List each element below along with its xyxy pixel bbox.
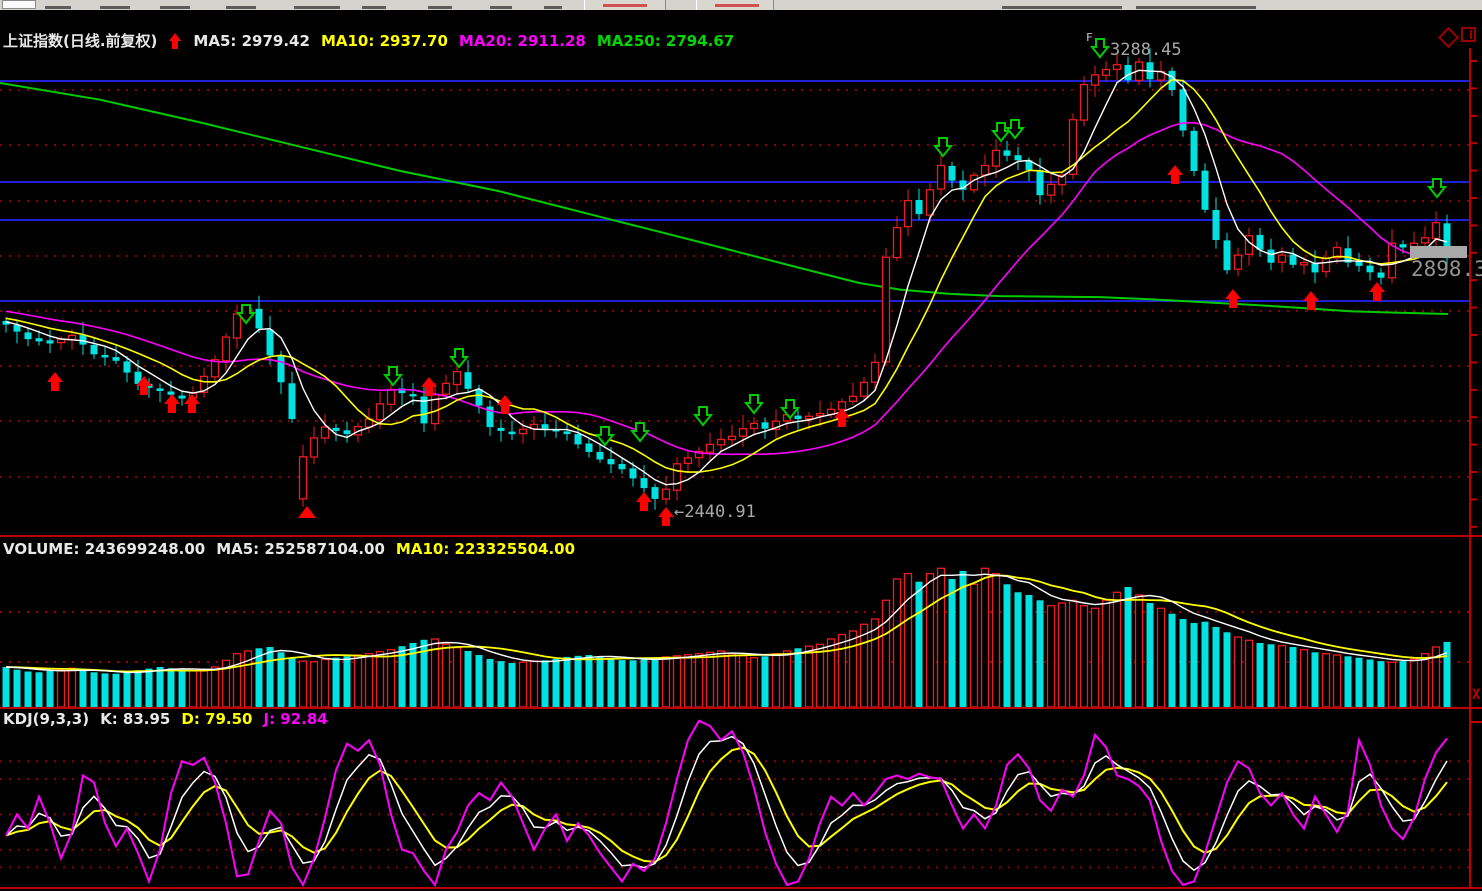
menubar-logo-fragment <box>2 0 36 9</box>
menubar-status-fragment <box>1136 6 1256 9</box>
menubar-quote-button[interactable] <box>584 0 666 10</box>
menubar <box>0 0 1482 10</box>
volume-value: VOLUME: 243699248.00 <box>3 540 206 558</box>
menu-item-fragment[interactable] <box>544 6 562 9</box>
red-text-fragment <box>715 4 759 7</box>
last-price-label: 2898.3 <box>1411 257 1482 281</box>
ma250-value: MA250: 2794.67 <box>596 31 735 50</box>
window-icon[interactable] <box>1461 27 1476 42</box>
peak-price-label: 3288.45 <box>1110 40 1182 60</box>
chart-title: 上证指数(日线.前复权) <box>3 32 158 50</box>
red-text-fragment <box>603 4 647 7</box>
kdj-k-value: K: 83.95 <box>100 710 171 728</box>
menu-item-fragment[interactable] <box>226 6 256 9</box>
menubar-quote-button[interactable] <box>696 0 774 10</box>
window-icon-inner <box>1465 30 1472 39</box>
menu-item-fragment[interactable] <box>100 6 130 9</box>
last-price-marker <box>1410 246 1467 258</box>
kdj-j-value: J: 92.84 <box>263 710 328 728</box>
event-flag-label: F <box>1086 31 1093 44</box>
trough-price-label: ←2440.91 <box>674 502 756 522</box>
kdj-indicator-name: KDJ(9,3,3) <box>3 710 90 728</box>
volume-header-row: VOLUME: 243699248.00 MA5: 252587104.00 M… <box>3 540 575 558</box>
menu-item-fragment[interactable] <box>362 6 386 9</box>
menu-item-fragment[interactable] <box>490 6 512 9</box>
menu-item-fragment[interactable] <box>45 6 71 9</box>
menu-item-fragment[interactable] <box>428 6 452 9</box>
kdj-header-row: KDJ(9,3,3) K: 83.95 D: 79.50 J: 92.84 <box>3 710 328 728</box>
ma5-value: MA5: 2979.42 <box>193 31 310 50</box>
close-indicator-icon[interactable]: X <box>1472 687 1481 703</box>
menu-item-fragment[interactable] <box>160 6 190 9</box>
ma10-value: MA10: 2937.70 <box>320 31 448 50</box>
kdj-d-value: D: 79.50 <box>181 710 253 728</box>
volume-ma5-value: MA5: 252587104.00 <box>216 540 385 558</box>
ma20-value: MA20: 2911.28 <box>458 31 586 50</box>
volume-ma10-value: MA10: 223325504.00 <box>395 540 576 558</box>
menu-item-fragment[interactable] <box>294 6 340 9</box>
menubar-status-fragment <box>1002 6 1122 9</box>
chart-title-row: 上证指数(日线.前复权) MA5: 2979.42 MA10: 2937.70 … <box>3 30 734 51</box>
up-arrow-icon <box>169 32 182 49</box>
